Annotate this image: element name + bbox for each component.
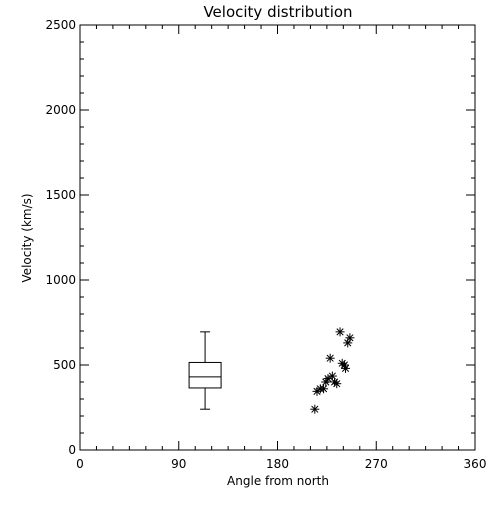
data-point <box>325 353 335 363</box>
x-tick-label: 180 <box>266 457 289 471</box>
y-tick-label: 1000 <box>45 273 76 287</box>
boxplot-box <box>188 361 222 389</box>
data-point <box>332 379 342 389</box>
y-tick-label: 2500 <box>45 18 76 32</box>
y-tick-label: 0 <box>68 443 76 457</box>
boxplot <box>188 331 222 410</box>
y-tick-label: 2000 <box>45 103 76 117</box>
y-tick-labels: 0 500 1000 1500 2000 2500 <box>45 18 76 457</box>
chart-title: Velocity distribution <box>203 3 352 21</box>
x-axis-label: Angle from north <box>227 474 329 488</box>
tick-marks <box>79 24 476 451</box>
x-tick-label: 0 <box>76 457 84 471</box>
data-point <box>345 333 355 343</box>
x-tick-labels: 0 90 180 270 360 <box>76 457 486 471</box>
y-tick-label: 1500 <box>45 188 76 202</box>
data-point <box>335 327 345 337</box>
plot-frame <box>79 24 476 451</box>
data-point <box>319 384 329 394</box>
scatter-points <box>310 327 355 414</box>
x-tick-label: 90 <box>171 457 186 471</box>
data-point <box>341 363 351 373</box>
data-point <box>310 404 320 414</box>
x-tick-label: 270 <box>365 457 388 471</box>
y-tick-label: 500 <box>53 358 76 372</box>
x-tick-label: 360 <box>464 457 487 471</box>
y-axis-label: Velocity (km/s) <box>20 193 34 282</box>
